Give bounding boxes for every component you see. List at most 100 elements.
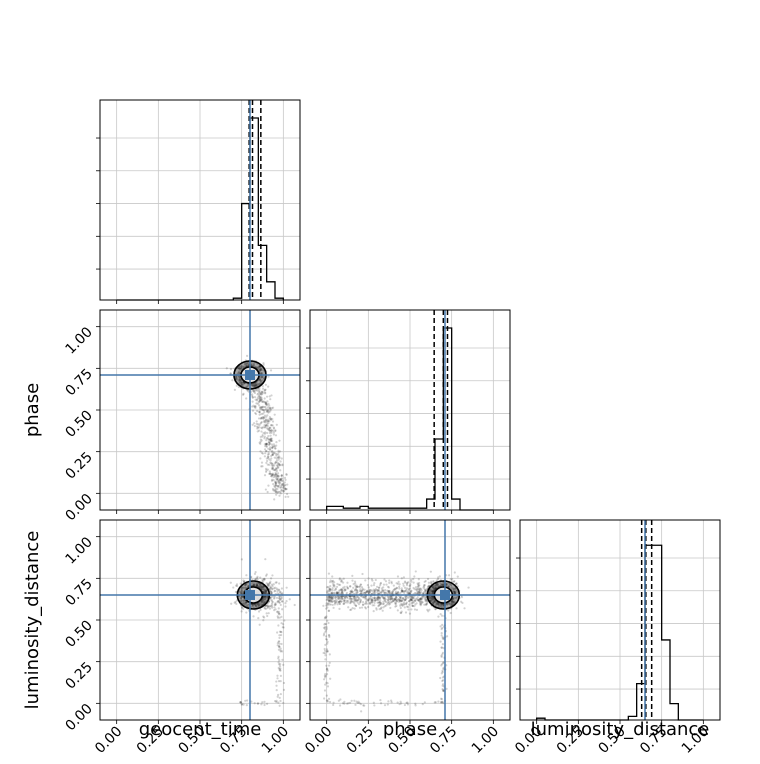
scatter-point [373,604,376,607]
scatter-point [259,379,262,382]
scatter-point [276,631,279,634]
scatter-point [332,596,335,599]
scatter-point [254,411,257,415]
scatter-point [363,602,367,605]
scatter-point [440,646,443,649]
scatter-point [397,600,401,603]
scatter-point [261,452,265,455]
scatter-point [360,589,363,592]
scatter-point [415,608,419,612]
scatter-point [270,472,273,476]
scatter-point [371,596,374,600]
scatter-point [270,605,273,608]
scatter-point [279,590,282,594]
scatter-point [242,601,245,604]
scatter-point [353,603,356,606]
scatter-point [411,604,414,607]
scatter-point [266,420,270,423]
scatter-point [274,581,277,584]
scatter-point [379,582,382,585]
scatter-point [262,600,266,603]
scatter-point [389,596,393,599]
scatter-point [251,581,254,585]
scatter-point [260,398,263,401]
scatter-point [264,408,267,411]
scatter-point [241,606,244,609]
scatter-point [280,477,284,480]
scatter-point [245,363,249,367]
scatter-point [244,365,247,368]
scatter-point [264,449,268,453]
scatter-point [263,455,266,458]
scatter-point [326,586,329,589]
scatter-point [276,590,279,593]
scatter-point [366,590,369,593]
scatter-point [405,701,408,704]
scatter-point [266,595,269,598]
scatter-point [442,604,445,607]
scatter-point [338,602,342,606]
scatter-point [346,585,349,588]
scatter-point [257,417,261,420]
scatter-point [277,612,280,615]
scatter-point [363,704,366,707]
scatter-point [414,702,417,705]
scatter-point [325,590,329,593]
scatter-point [261,408,264,412]
scatter-point [276,485,279,488]
scatter-point [268,429,271,432]
scatter-point [439,700,443,704]
scatter-point [258,378,261,381]
scatter-point [262,408,265,411]
scatter-point [326,595,329,598]
scatter-point [251,393,254,396]
scatter-point [278,601,281,604]
scatter-point [371,598,374,602]
scatter-point [355,599,359,602]
scatter-point [423,590,426,593]
scatter-point [264,442,268,445]
scatter-point [336,595,340,598]
scatter-point [256,578,259,581]
scatter-point [269,408,273,411]
scatter-point [257,617,260,620]
scatter-point [420,595,424,598]
scatter-point [359,583,363,586]
scatter-point [353,588,357,591]
scatter-point [260,586,264,589]
scatter-point [343,595,346,598]
scatter-point [236,378,239,381]
scatter-point [273,590,276,593]
scatter-point [259,395,262,399]
scatter-point [343,589,346,592]
scatter-point [435,602,438,605]
scatter-point [252,364,255,367]
scatter-point [332,606,335,609]
scatter-point [243,602,246,605]
scatter-point [232,586,235,589]
scatter-point [349,602,352,605]
scatter-point [428,596,431,599]
scatter-point [450,599,454,602]
scatter-point [442,661,445,664]
scatter-point [263,432,267,435]
scatter-point [434,587,437,590]
scatter-point [263,474,267,477]
scatter-point [263,414,267,417]
scatter-point [275,689,278,692]
scatter-point [399,606,402,610]
scatter-point [262,598,265,601]
scatter-point [378,608,381,611]
scatter-point [270,583,274,586]
scatter-point [332,583,335,586]
scatter-point [398,703,401,706]
scatter-point [414,599,417,602]
scatter-point [253,384,256,387]
scatter-point [394,601,397,604]
scatter-point [259,417,262,420]
scatter-point [395,600,398,603]
scatter-point [285,600,288,603]
scatter-point [413,608,417,611]
scatter-point [410,580,413,583]
scatter-point [279,647,282,650]
